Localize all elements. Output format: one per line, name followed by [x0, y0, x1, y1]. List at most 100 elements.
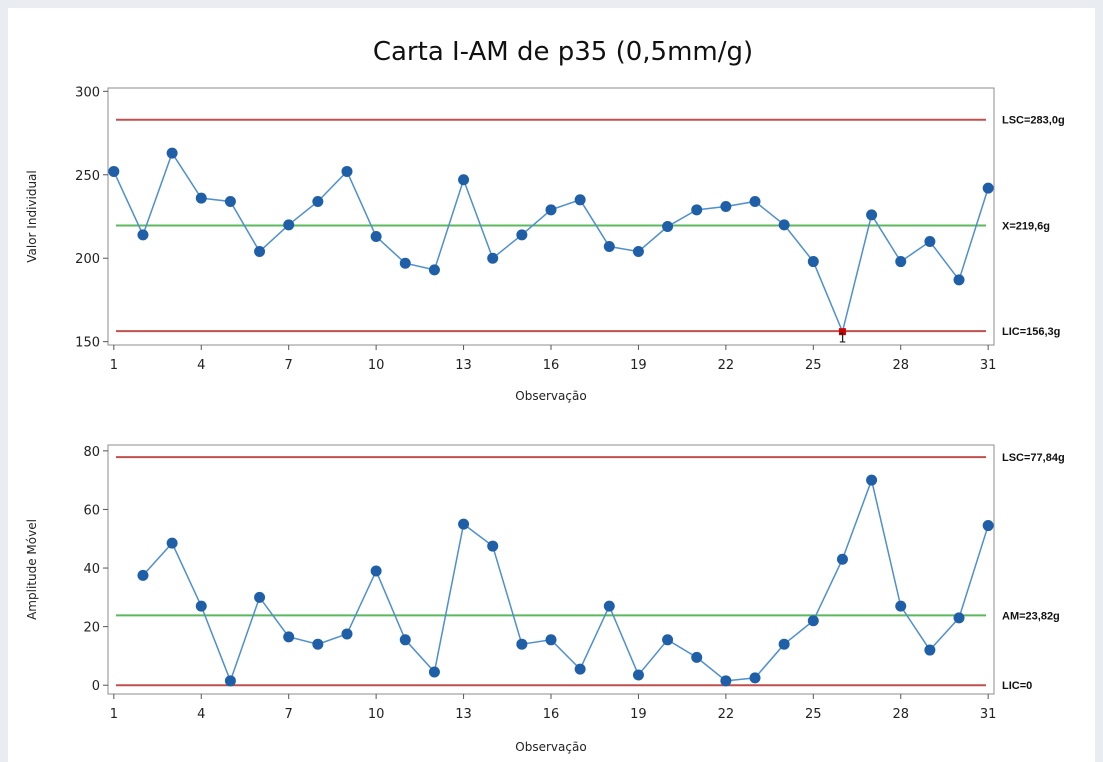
- y-tick-label: 40: [83, 562, 100, 577]
- data-point: [662, 634, 674, 646]
- x-tick-label: 28: [892, 358, 909, 373]
- upper-control-limit-label: LSC=283,0g: [1002, 115, 1065, 127]
- data-point: [224, 195, 236, 207]
- y-tick-label: 200: [75, 252, 100, 267]
- individual-value-chart: 150 200 250 300 1 4 7 10 13 16 19 22 25 28 31 Observaçã…: [25, 85, 1065, 403]
- x-tick-label: 22: [718, 707, 735, 722]
- data-point: [428, 264, 440, 276]
- data-point: [807, 256, 819, 268]
- upper-control-limit-label: LSC=77,84g: [1002, 452, 1065, 464]
- x-tick-label: 10: [368, 707, 385, 722]
- y-tick-label: 60: [83, 503, 100, 518]
- data-point: [137, 229, 149, 241]
- data-point: [866, 209, 878, 221]
- data-point: [399, 634, 411, 646]
- x-tick-label: 7: [285, 707, 293, 722]
- center-line-label: AM=23,82g: [1002, 610, 1060, 622]
- data-point: [603, 241, 615, 253]
- chart-title: Carta I-AM de p35 (0,5mm/g): [373, 37, 753, 67]
- x-tick-label: 28: [892, 707, 909, 722]
- x-axis-label: Observação: [515, 740, 586, 754]
- data-point: [982, 182, 994, 194]
- data-point: [574, 194, 586, 206]
- data-point: [895, 600, 907, 612]
- data-point: [924, 236, 936, 248]
- data-point: [195, 192, 207, 204]
- x-tick-label: 13: [455, 358, 472, 373]
- lower-control-limit-label: LIC=156,3g: [1002, 326, 1060, 338]
- y-axis-label: Amplitude Móvel: [25, 519, 39, 620]
- data-point: [895, 256, 907, 268]
- data-point: [487, 540, 499, 552]
- data-point: [137, 569, 149, 581]
- data-point: [662, 221, 674, 233]
- outlier-point: [838, 328, 846, 336]
- moving-range-chart: 0 20 40 60 80 1 4 7 10 13 16 19 22 25 28 31 Observação Am…: [25, 444, 1065, 754]
- data-point: [720, 675, 732, 687]
- data-point: [166, 537, 178, 549]
- x-tick-label: 25: [805, 358, 822, 373]
- x-tick-label: 16: [543, 358, 560, 373]
- control-chart-svg: Carta I-AM de p35 (0,5mm/g) 150200250300…: [25, 37, 1065, 754]
- data-point: [399, 257, 411, 269]
- y-tick-label: 150: [75, 336, 100, 351]
- x-tick-label: 1: [110, 707, 118, 722]
- outlier-marker: 1: [838, 332, 846, 347]
- x-tick-label: 4: [197, 707, 205, 722]
- data-point: [224, 675, 236, 687]
- plot-area: [107, 87, 995, 346]
- data-point: [458, 174, 470, 186]
- data-point: [370, 231, 382, 243]
- data-point: [749, 672, 761, 684]
- x-tick-label: 10: [368, 358, 385, 373]
- x-axis-label: Observação: [515, 389, 586, 403]
- data-point: [953, 612, 965, 624]
- data-point: [632, 669, 644, 681]
- data-point: [691, 204, 703, 216]
- y-tick-label: 20: [83, 621, 100, 636]
- data-point: [254, 246, 266, 258]
- x-tick-label: 4: [197, 358, 205, 373]
- data-point: [866, 474, 878, 486]
- data-point: [487, 252, 499, 264]
- data-point: [807, 615, 819, 627]
- y-tick-label: 250: [75, 169, 100, 184]
- data-point: [341, 628, 353, 640]
- data-point: [341, 165, 353, 177]
- x-tick-label: 1: [110, 358, 118, 373]
- x-tick-label: 31: [980, 707, 997, 722]
- data-point: [778, 638, 790, 650]
- data-point: [428, 666, 440, 678]
- data-point: [283, 631, 295, 643]
- data-point: [458, 518, 470, 530]
- x-tick-label: 7: [285, 358, 293, 373]
- center-line-label: X=219,6g: [1002, 221, 1050, 233]
- data-point: [516, 229, 528, 241]
- data-point: [632, 246, 644, 258]
- y-tick-label: 0: [92, 679, 100, 694]
- data-point: [778, 219, 790, 231]
- data-point: [691, 651, 703, 663]
- lower-control-limit-label: LIC=0: [1002, 680, 1032, 692]
- y-tick-label: 80: [83, 445, 100, 460]
- data-point: [166, 147, 178, 159]
- plot-area: [107, 444, 995, 695]
- x-tick-label: 19: [630, 707, 647, 722]
- data-point: [720, 200, 732, 212]
- x-tick-label: 13: [455, 707, 472, 722]
- data-point: [312, 638, 324, 650]
- data-point: [603, 600, 615, 612]
- y-tick-label: 300: [75, 85, 100, 100]
- data-point: [370, 565, 382, 577]
- data-point: [312, 195, 324, 207]
- data-point: [749, 195, 761, 207]
- x-tick-label: 22: [718, 358, 735, 373]
- x-tick-label: 31: [980, 358, 997, 373]
- x-tick-label: 25: [805, 707, 822, 722]
- data-point: [516, 638, 528, 650]
- series-line: [142, 477, 989, 683]
- data-point: [283, 219, 295, 231]
- x-tick-label: 16: [543, 707, 560, 722]
- chart-canvas: Carta I-AM de p35 (0,5mm/g) 150 200 250 300…: [8, 8, 1095, 762]
